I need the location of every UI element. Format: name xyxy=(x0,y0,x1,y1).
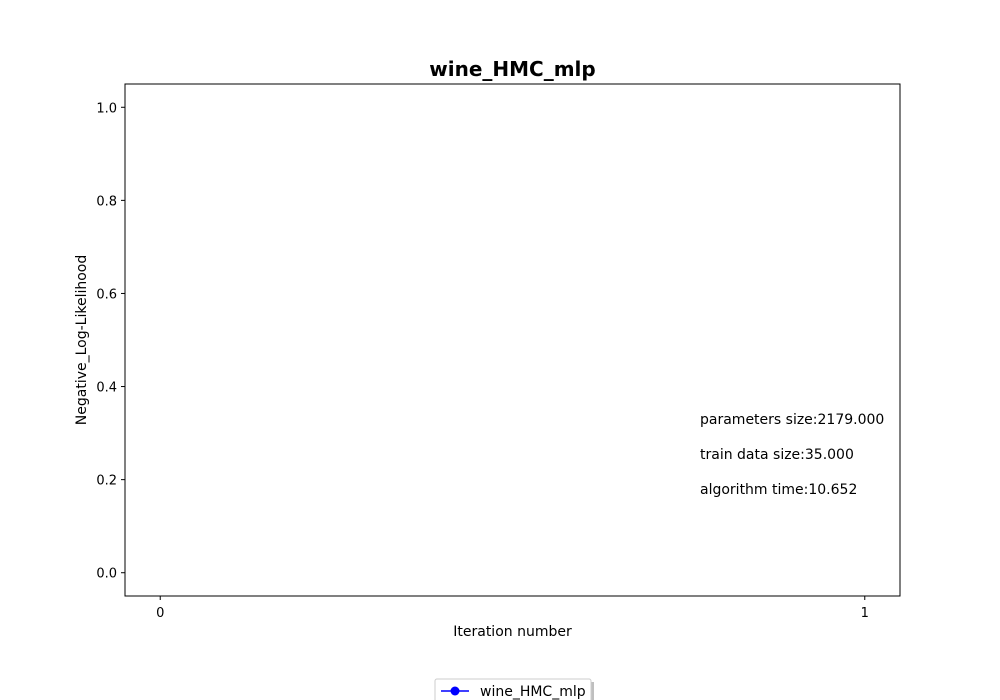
y-tick-label: 0.0 xyxy=(96,567,117,582)
x-axis-label: Iteration number xyxy=(453,624,572,640)
y-axis-ticks: 0.0 0.2 0.4 0.6 0.8 1.0 xyxy=(96,101,125,582)
legend-label: wine_HMC_mlp xyxy=(480,684,586,700)
y-tick-label: 0.2 xyxy=(96,474,117,489)
annotation-algorithm-time: algorithm time:10.652 xyxy=(700,482,857,498)
plot-area xyxy=(124,83,901,597)
chart-title: wine_HMC_mlp xyxy=(429,57,595,81)
y-tick-label: 1.0 xyxy=(96,101,117,116)
annotation-train-data-size: train data size:35.000 xyxy=(700,447,854,463)
y-tick-label: 0.8 xyxy=(96,194,117,209)
legend-circle-marker xyxy=(450,686,460,696)
annotation-parameters-size: parameters size:2179.000 xyxy=(700,412,884,428)
legend: wine_HMC_mlp xyxy=(434,678,594,700)
x-tick-label: 0 xyxy=(156,606,164,621)
y-tick-label: 0.6 xyxy=(96,287,117,302)
x-tick-label: 1 xyxy=(861,606,869,621)
y-axis-label: Negative_Log-Likelihood xyxy=(74,255,90,425)
legend-box xyxy=(434,678,592,700)
y-tick-label: 0.4 xyxy=(96,381,117,396)
